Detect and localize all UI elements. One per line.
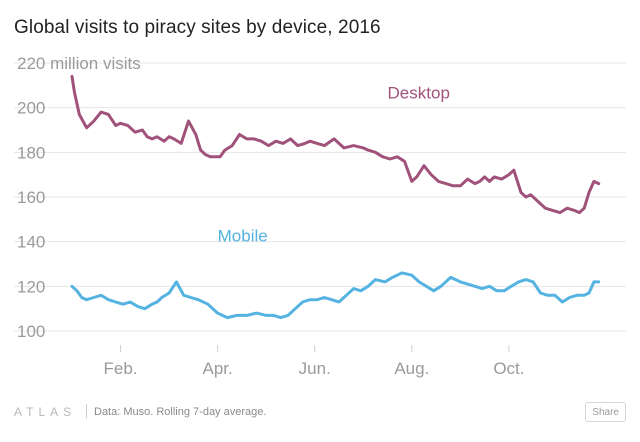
footer-divider bbox=[86, 404, 87, 418]
y-tick-label: 160 bbox=[17, 188, 45, 207]
data-source-note: Data: Muso. Rolling 7-day average. bbox=[94, 406, 267, 418]
series-label-mobile: Mobile bbox=[218, 227, 268, 246]
series-line-desktop bbox=[70, 74, 601, 215]
x-tick-label: Aug. bbox=[394, 359, 429, 378]
x-tick-label: Feb. bbox=[104, 359, 138, 378]
atlas-logo: ATLAS bbox=[14, 405, 77, 419]
y-tick-label: 100 bbox=[17, 322, 45, 341]
y-tick-label: 200 bbox=[17, 99, 45, 118]
line-chart: 100 120 140 160 180 200 220 million visits Feb.… bbox=[14, 54, 626, 378]
y-tick-label: 120 bbox=[17, 277, 45, 296]
chart-footer: ATLAS Data: Muso. Rolling 7-day average.… bbox=[14, 402, 626, 424]
y-tick-label: 180 bbox=[17, 143, 45, 162]
x-tick-label: Jun. bbox=[299, 359, 331, 378]
x-tick-label: Oct. bbox=[493, 359, 524, 378]
share-button[interactable]: Share bbox=[585, 402, 626, 422]
series-label-desktop: Desktop bbox=[388, 84, 450, 103]
series-line-mobile bbox=[70, 271, 601, 320]
y-tick-label: 140 bbox=[17, 233, 45, 252]
y-tick-label: 220 million visits bbox=[17, 54, 141, 73]
x-tick-label: Apr. bbox=[203, 359, 233, 378]
chart-title: Global visits to piracy sites by device,… bbox=[14, 17, 381, 38]
